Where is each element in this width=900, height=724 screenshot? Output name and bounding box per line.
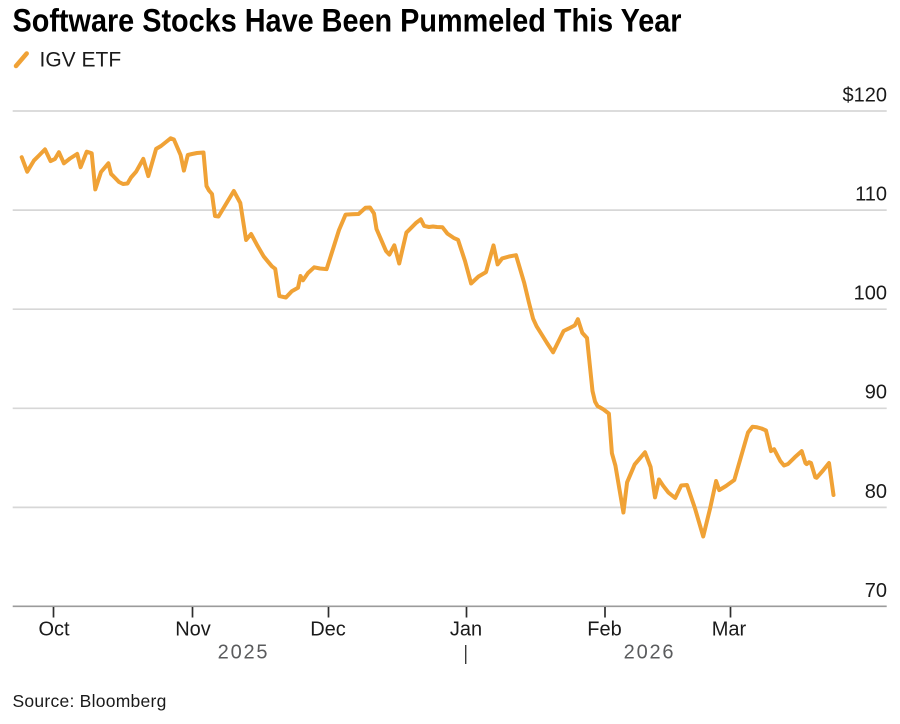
svg-text:Software Stocks Have Been Pumm: Software Stocks Have Been Pummeled This … — [13, 3, 682, 39]
svg-text:110: 110 — [855, 184, 887, 206]
svg-text:Jan: Jan — [450, 619, 482, 641]
svg-text:$120: $120 — [843, 84, 888, 106]
svg-text:2025: 2025 — [218, 642, 270, 664]
svg-text:Nov: Nov — [175, 619, 211, 641]
svg-text:Dec: Dec — [310, 619, 346, 641]
svg-text:80: 80 — [865, 481, 887, 503]
svg-text:Mar: Mar — [712, 619, 747, 641]
svg-text:100: 100 — [854, 283, 887, 305]
svg-text:2026: 2026 — [624, 642, 676, 664]
svg-text:70: 70 — [865, 580, 887, 602]
svg-text:90: 90 — [865, 382, 887, 404]
svg-text:Source: Bloomberg: Source: Bloomberg — [13, 691, 167, 711]
svg-text:IGV ETF: IGV ETF — [40, 49, 122, 72]
svg-text:Feb: Feb — [587, 619, 621, 641]
svg-text:Oct: Oct — [38, 619, 70, 641]
